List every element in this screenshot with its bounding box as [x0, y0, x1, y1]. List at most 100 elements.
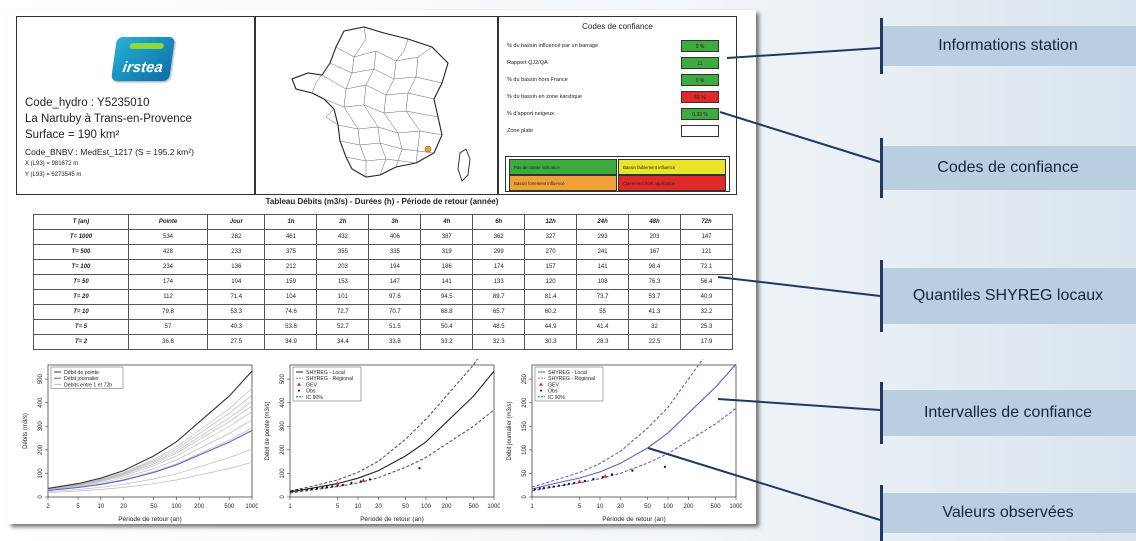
legend-orange: Bassin fortement influencé	[509, 175, 617, 191]
x-tick-label: 50	[150, 504, 157, 510]
conf-row-zone-plate: Zone plate	[507, 124, 727, 138]
series-line	[47, 411, 253, 490]
y-tick-label: 300	[38, 421, 44, 432]
x-tick-label: 1	[288, 504, 292, 510]
legend-label: Obs	[548, 389, 558, 395]
coord-y: Y (L93) = 6273545 m	[25, 172, 82, 178]
obs-point	[631, 469, 634, 472]
obs-point	[325, 486, 329, 489]
table-cell: 36.6	[127, 334, 209, 350]
map-panel	[255, 16, 498, 195]
y-tick-label: 200	[280, 444, 286, 455]
x-tick-label: 100	[171, 504, 182, 510]
confidence-title: Codes de confiance	[582, 22, 653, 31]
conf-value: 0 %	[681, 40, 719, 52]
obs-point	[567, 482, 571, 485]
x-tick-label: 1000	[729, 504, 742, 510]
legend-frame	[292, 366, 362, 402]
x-axis-label: Période de retour (an)	[118, 516, 182, 523]
y-tick-label: 500	[280, 373, 286, 384]
fact-sheet: irstea Code_hydro : Y5235010 La Nartuby …	[8, 10, 756, 524]
callout-label: Valeurs observées	[942, 504, 1074, 521]
x-tick-label: 500	[469, 504, 480, 510]
obs-point	[542, 486, 546, 490]
obs-point	[548, 486, 551, 489]
callout-label: Quantiles SHYREG locaux	[912, 287, 1104, 304]
connector-codes	[719, 111, 881, 163]
series-line	[289, 359, 479, 492]
connector-quantiles	[717, 276, 881, 297]
legend-label: SHYREG - Régional	[306, 376, 353, 382]
legend-label: SHYREG - Régional	[548, 376, 595, 382]
department-borders	[311, 26, 443, 177]
obs-point	[368, 478, 372, 481]
gev-point	[577, 479, 582, 483]
x-tick-label: 100	[421, 504, 432, 510]
legend-marker	[298, 389, 300, 392]
legend-label: Débits entre 1 et 72h	[64, 382, 112, 388]
quantiles-table: T (an) Pointe Jour 1h 2h 3h 4h 6h 12h 24h 48h 72h T…	[33, 214, 734, 350]
legend-marker	[540, 389, 542, 392]
y-tick-label: 400	[38, 397, 44, 408]
x-tick-label: 1000	[487, 504, 500, 510]
x-tick-label: 200	[683, 504, 694, 510]
code-hydro: Code_hydro : Y5235010	[25, 97, 150, 109]
obs-point	[583, 479, 587, 483]
series-line	[289, 370, 495, 493]
x-axis-label: Période de retour (an)	[602, 516, 666, 523]
callout-codes-confiance: Codes de confiance	[880, 138, 1136, 198]
legend-marker	[297, 382, 301, 386]
y-tick-label: 0	[522, 495, 528, 499]
obs-point	[341, 483, 345, 487]
obs-point	[310, 487, 314, 491]
y-tick-label: 0	[38, 495, 44, 499]
table-row: T= 2 36.6 27.5 34.9 34.4 33.8 33.2 32.3 30.3 28.3…	[33, 334, 734, 350]
obs-point	[563, 483, 566, 486]
legend-label: SHYREG - Local	[548, 370, 587, 376]
callout-quantiles: Quantiles SHYREG locaux	[880, 260, 1136, 332]
legend-label: IC 90%	[306, 395, 323, 401]
callout-bar	[880, 18, 883, 74]
callout-bar	[880, 382, 883, 444]
y-tick-label: 200	[38, 444, 44, 455]
legend-yellow: Bassin faiblement influencé	[618, 159, 726, 175]
x-tick-label: 500	[224, 504, 235, 510]
conf-label: % du bassin hors France	[507, 77, 568, 83]
conf-row-qj2qa: Rapport QJ2/QA 11	[507, 56, 727, 70]
series-line	[47, 388, 253, 490]
x-tick-label: 10	[597, 504, 604, 510]
y-axis-label: Débit journalier (m3/s)	[507, 401, 513, 460]
series-line	[47, 461, 253, 494]
confidence-panel: Codes de confiance % du bassin influencé…	[498, 16, 737, 195]
obs-point	[331, 485, 334, 488]
series-line	[531, 363, 737, 490]
y-tick-label: 50	[522, 469, 528, 476]
series-line	[47, 370, 253, 489]
callout-bar	[880, 138, 883, 198]
x-tick-label: 200	[194, 504, 205, 510]
x-tick-label: 2	[46, 504, 50, 510]
x-tick-label: 1	[530, 504, 534, 510]
x-tick-label: 50	[644, 504, 651, 510]
conf-row-barrage: % du bassin influencé par un barrage 0 %	[507, 39, 727, 53]
y-tick-label: 500	[38, 373, 44, 384]
table-row: T= 1000 534 282 461 432 406 387 362 327 293 203 147	[33, 229, 734, 245]
conf-label: Zone plate	[507, 128, 533, 134]
conf-label: % d'apport neigeux	[507, 111, 554, 117]
conf-label: % du bassin influencé par un barrage	[507, 43, 599, 49]
y-tick-label: 300	[280, 421, 286, 432]
legend-green: Pas de contre indication	[509, 159, 617, 175]
y-axis-label: Débit de pointe (m3/s)	[265, 401, 271, 460]
legend-marker	[539, 382, 543, 386]
x-tick-label: 10	[355, 504, 362, 510]
legend-label: Débit journalier	[64, 376, 99, 382]
x-tick-label: 20	[617, 504, 624, 510]
series-line	[47, 448, 253, 493]
y-tick-label: 200	[522, 397, 528, 408]
obs-point	[552, 485, 556, 488]
plot-frame	[531, 364, 737, 498]
series-line	[47, 419, 253, 491]
chart-debits: 2 5 10 20 50 100 200 500 1000 0 100 200 300 400 500 Pér…	[23, 364, 258, 523]
obs-point	[573, 481, 576, 484]
